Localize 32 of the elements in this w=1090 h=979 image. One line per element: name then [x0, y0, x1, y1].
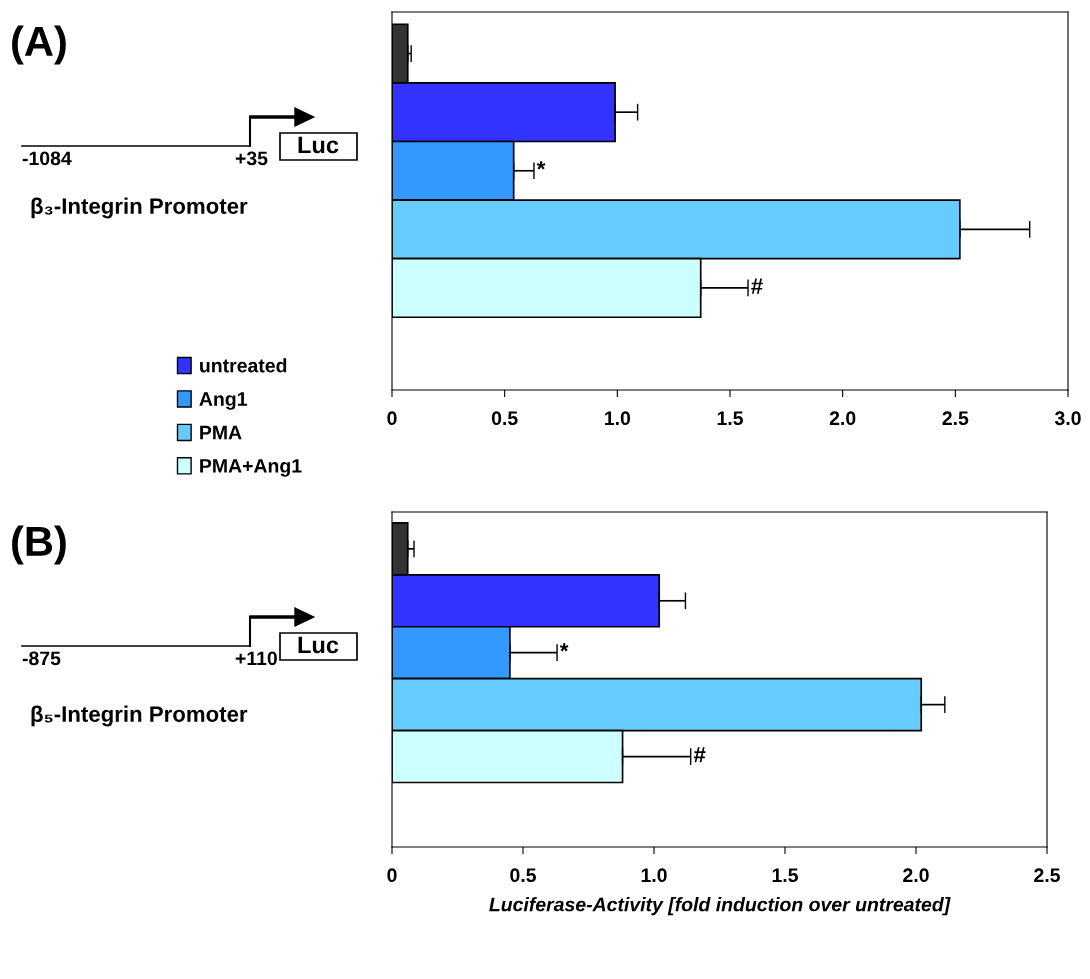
text: β₅-Integrin Promoter: [31, 705, 248, 727]
x-tick-label: 0: [387, 411, 397, 426]
text: +35: [235, 151, 268, 166]
data-label: *: [559, 643, 569, 652]
x-tick-label: 2.5: [942, 411, 969, 426]
x-tick-label: 2.5: [1034, 868, 1060, 883]
text: β₃-Integrin Promoter: [31, 197, 248, 219]
text: Luc: [298, 136, 339, 154]
x-axis-title: Luciferase-Activity [fold induction over untreated]: [489, 897, 951, 916]
x-tick-label: 0.5: [510, 868, 536, 883]
x-tick-label: 0.5: [491, 411, 518, 426]
x-tick-label: 3.0: [1054, 411, 1081, 426]
text: +110: [235, 651, 277, 666]
annotation: #: [693, 747, 706, 763]
x-tick-label: 2.0: [903, 868, 929, 883]
text: (B): [12, 525, 66, 565]
legend-label: PMA+Ang1: [200, 459, 302, 477]
x-tick-label: 1.0: [605, 411, 631, 426]
x-tick-label: 2.0: [829, 411, 856, 426]
legend-label: PMA: [200, 425, 242, 440]
data-label: *: [536, 161, 546, 170]
legend-label: untreated: [200, 358, 287, 373]
data-label: #: [751, 278, 763, 294]
x-tick-label: 0: [387, 868, 397, 883]
text: -1084: [22, 151, 72, 166]
x-tick-label: 1.5: [772, 868, 798, 883]
text: -875: [22, 651, 61, 666]
text: (A): [12, 25, 66, 65]
x-tick-label: 1.0: [641, 868, 667, 883]
x-tick-label: 1.5: [717, 411, 743, 426]
text: Luc: [298, 636, 339, 654]
legend-label: Ang1: [199, 392, 247, 410]
